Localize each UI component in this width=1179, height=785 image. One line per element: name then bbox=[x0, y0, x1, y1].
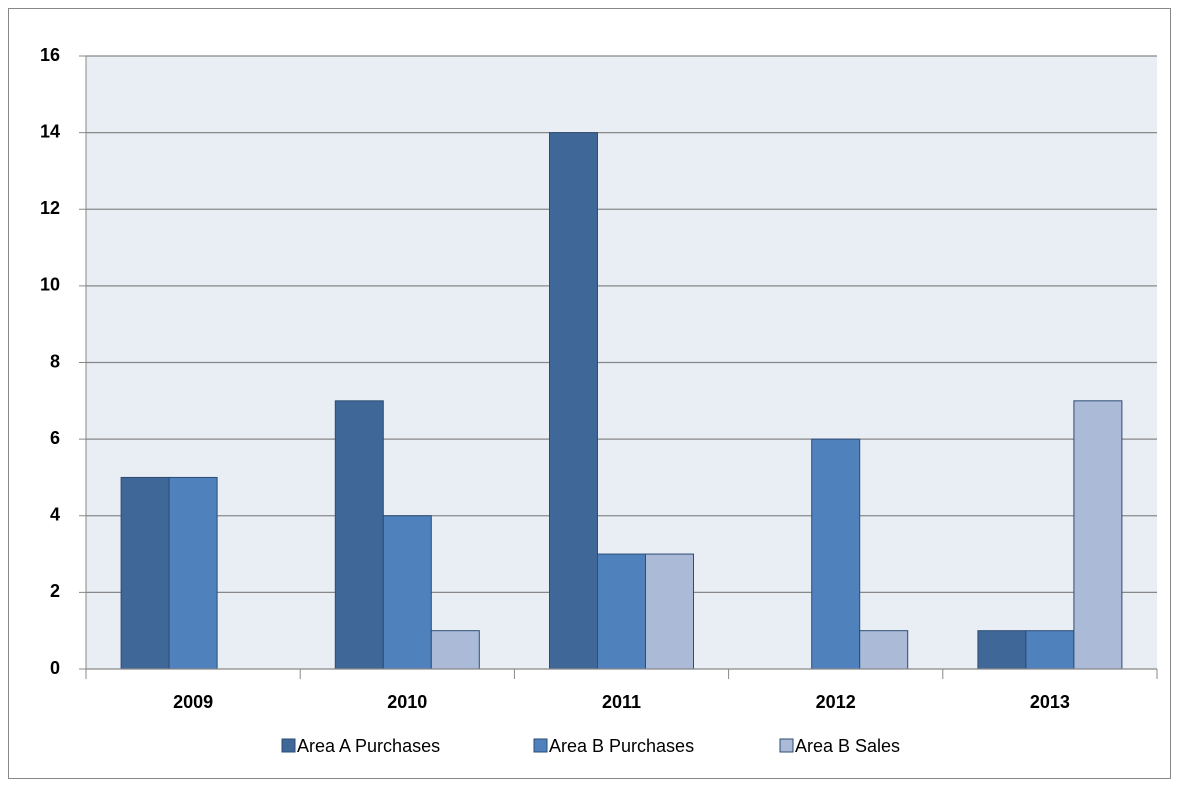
bar bbox=[382, 515, 432, 670]
legend-label: Area B Sales bbox=[795, 736, 900, 756]
bar bbox=[549, 132, 598, 670]
x-tick-label: 2011 bbox=[602, 692, 641, 712]
bar bbox=[334, 400, 384, 670]
legend-swatch bbox=[779, 738, 794, 753]
x-tick-label: 2010 bbox=[387, 692, 427, 712]
bar bbox=[168, 476, 218, 670]
bar bbox=[597, 553, 646, 670]
y-tick-label: 14 bbox=[40, 121, 60, 141]
y-tick-label: 16 bbox=[40, 45, 60, 65]
x-tick-label: 2013 bbox=[1030, 692, 1070, 712]
legend-label: Area A Purchases bbox=[297, 736, 440, 756]
legend-swatch bbox=[281, 738, 296, 753]
bar bbox=[811, 438, 861, 670]
bar bbox=[120, 476, 170, 670]
y-tick-label: 10 bbox=[40, 275, 60, 295]
y-tick-label: 2 bbox=[50, 581, 60, 601]
y-tick-label: 4 bbox=[50, 505, 60, 525]
legend-label: Area B Purchases bbox=[549, 736, 694, 756]
y-tick-label: 12 bbox=[40, 198, 60, 218]
y-tick-label: 6 bbox=[50, 428, 60, 448]
y-tick-label: 0 bbox=[50, 658, 60, 678]
legend-swatch bbox=[533, 738, 548, 753]
bar bbox=[1025, 630, 1075, 670]
bar bbox=[977, 630, 1027, 670]
x-tick-label: 2009 bbox=[173, 692, 213, 712]
y-tick-label: 8 bbox=[50, 351, 60, 371]
x-tick-label: 2012 bbox=[816, 692, 856, 712]
bar bbox=[430, 630, 480, 670]
bar bbox=[1073, 400, 1123, 670]
bar bbox=[859, 630, 909, 670]
bar bbox=[645, 553, 694, 670]
